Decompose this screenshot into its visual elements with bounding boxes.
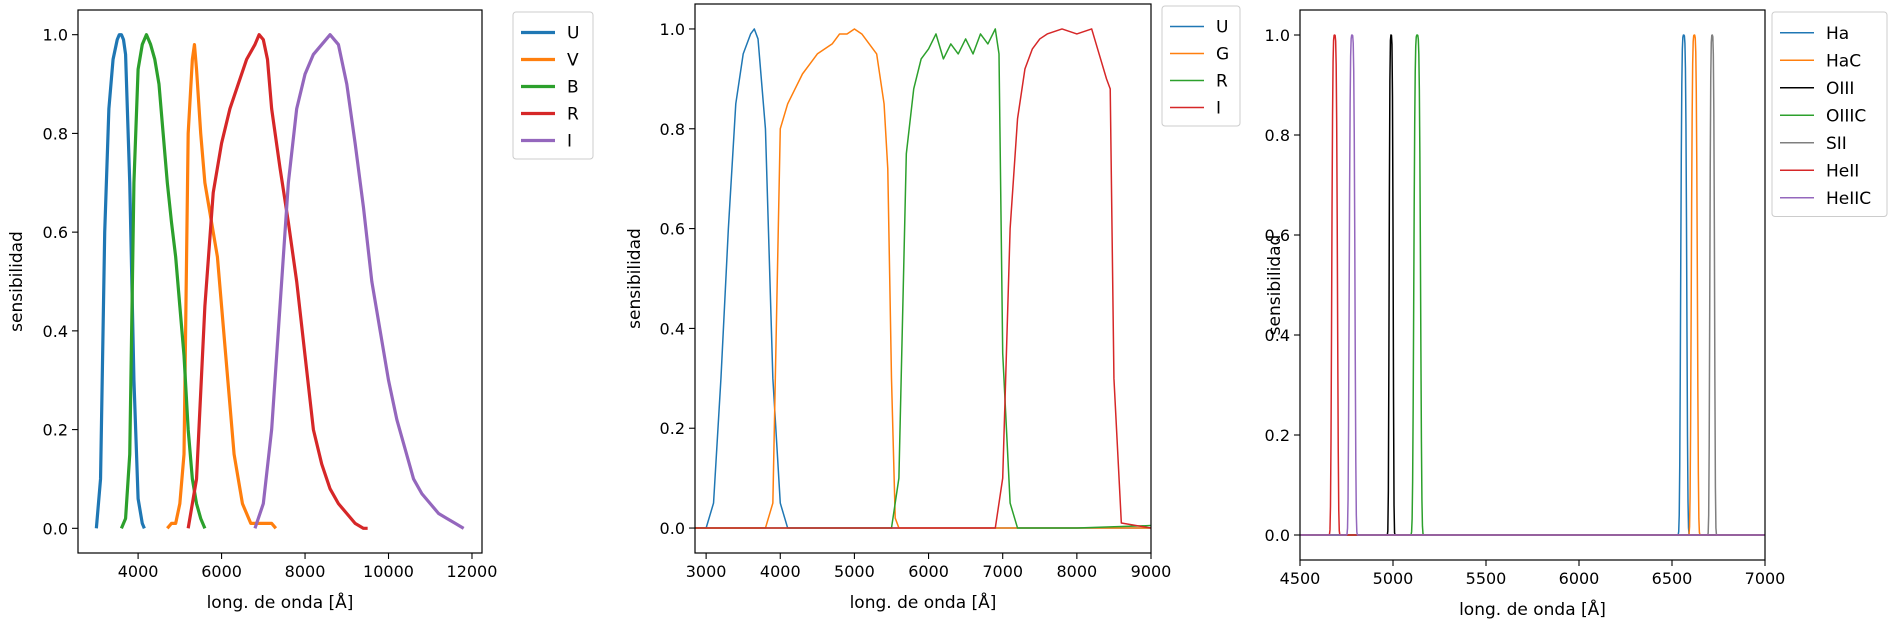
x-tick-label: 5000 [1373, 569, 1414, 588]
legend-label: V [567, 51, 579, 71]
x-tick-label: 9000 [1131, 562, 1172, 581]
chart-panel-3: 4500 5000 5500 6000 6500 7000 0.0 0.2 0.4 0.6 0.8 1… [1265, 9, 1888, 620]
x-tick-label: 7000 [982, 562, 1023, 581]
x-tick-label: 6000 [201, 562, 242, 581]
series-group [1300, 34, 1765, 536]
series-line-U [94, 33, 146, 529]
x-tick-label: 6000 [908, 562, 949, 581]
legend-label: U [1216, 18, 1228, 38]
legend-label: SII [1826, 134, 1847, 154]
y-tick-label: 0.8 [660, 120, 685, 139]
y-tick-label: 0.0 [1265, 526, 1290, 545]
y-tick-label: 0.2 [660, 419, 685, 438]
series-line-U [695, 28, 1151, 529]
legend: Ha HaC OIII OIIIC SII HeII HeIIC [1771, 11, 1888, 217]
x-tick-label: 4000 [760, 562, 801, 581]
series-line-V [166, 42, 278, 530]
series-line-I [253, 33, 465, 530]
series-line-Ha [1300, 34, 1765, 536]
axes-frame [694, 3, 1152, 554]
x-tick-label: 12000 [447, 562, 498, 581]
y-axis-label: sensibilidad [625, 228, 645, 329]
legend-label: OIII [1826, 79, 1854, 99]
x-tick-label: 8000 [1056, 562, 1097, 581]
series-line-R [186, 33, 368, 530]
x-tick-label: 8000 [285, 562, 326, 581]
y-axis-label: sensibilidad [7, 231, 27, 332]
series-line-R [695, 28, 1151, 529]
legend-label: G [1216, 45, 1229, 65]
series-line-HeIIC [1300, 34, 1765, 536]
series-line-HaC [1300, 34, 1765, 536]
y-tick-label: 0.4 [43, 322, 68, 341]
y-tick-label: 0.6 [43, 223, 68, 242]
y-tick-label: 0.2 [1265, 426, 1290, 445]
y-tick-label: 0.0 [660, 519, 685, 538]
y-tick-label: 0.4 [1265, 326, 1290, 345]
series-line-B [119, 33, 207, 529]
series-group [695, 28, 1151, 529]
chart-panel-1: 4000 6000 8000 10000 12000 0.0 0.2 0.4 0.6 0.8 1.0… [7, 9, 594, 613]
legend-label: U [567, 24, 579, 44]
legend-label: HeIIC [1826, 189, 1871, 209]
y-tick-label: 1.0 [43, 26, 68, 45]
x-tick-label: 5000 [834, 562, 875, 581]
legend-label: I [567, 132, 572, 152]
legend-box [1771, 11, 1888, 217]
y-tick-label: 0.8 [1265, 126, 1290, 145]
x-tick-label: 5500 [1466, 569, 1507, 588]
y-tick-label: 0.4 [660, 319, 685, 338]
y-tick-label: 0.6 [1265, 226, 1290, 245]
y-tick-label: 0.6 [660, 220, 685, 239]
series-line-HeII [1300, 34, 1765, 536]
series-line-SII [1300, 34, 1765, 536]
legend-box [1161, 5, 1241, 127]
axes-frame [77, 9, 483, 554]
x-axis-label: long. de onda [Å] [850, 591, 997, 613]
y-tick-label: 1.0 [1265, 26, 1290, 45]
x-tick-label: 10000 [363, 562, 414, 581]
y-tick-label: 0.0 [43, 519, 68, 538]
x-tick-label: 6000 [1559, 569, 1600, 588]
x-tick-label: 4000 [118, 562, 159, 581]
legend-label: B [567, 78, 579, 98]
legend-label: HeII [1826, 161, 1859, 181]
y-tick-label: 0.8 [43, 124, 68, 143]
series-line-G [695, 28, 1151, 529]
axes-frame [1299, 9, 1766, 561]
x-axis-label: long. de onda [Å] [1459, 598, 1606, 620]
x-tick-label: 3000 [686, 562, 727, 581]
legend-label: Ha [1826, 24, 1849, 44]
legend-label: R [567, 105, 579, 125]
chart-panel-2: 3000 4000 5000 6000 7000 8000 9000 0.0 0.2 0.4 0.6… [625, 3, 1241, 613]
y-axis-label: sensibilidad [1265, 235, 1285, 336]
x-tick-label: 6500 [1652, 569, 1693, 588]
y-tick-label: 0.2 [43, 421, 68, 440]
legend-label: HaC [1826, 51, 1861, 71]
x-tick-label: 7000 [1745, 569, 1786, 588]
legend-label: OIIIC [1826, 106, 1866, 126]
x-tick-label: 4500 [1280, 569, 1321, 588]
series-group [94, 33, 465, 530]
series-line-OIII [1300, 34, 1765, 536]
legend-label: R [1216, 72, 1228, 92]
y-tick-label: 1.0 [660, 20, 685, 39]
series-line-I [695, 28, 1151, 529]
series-line-OIIIC [1300, 34, 1765, 536]
legend-label: I [1216, 99, 1221, 119]
x-axis-label: long. de onda [Å] [207, 591, 354, 613]
